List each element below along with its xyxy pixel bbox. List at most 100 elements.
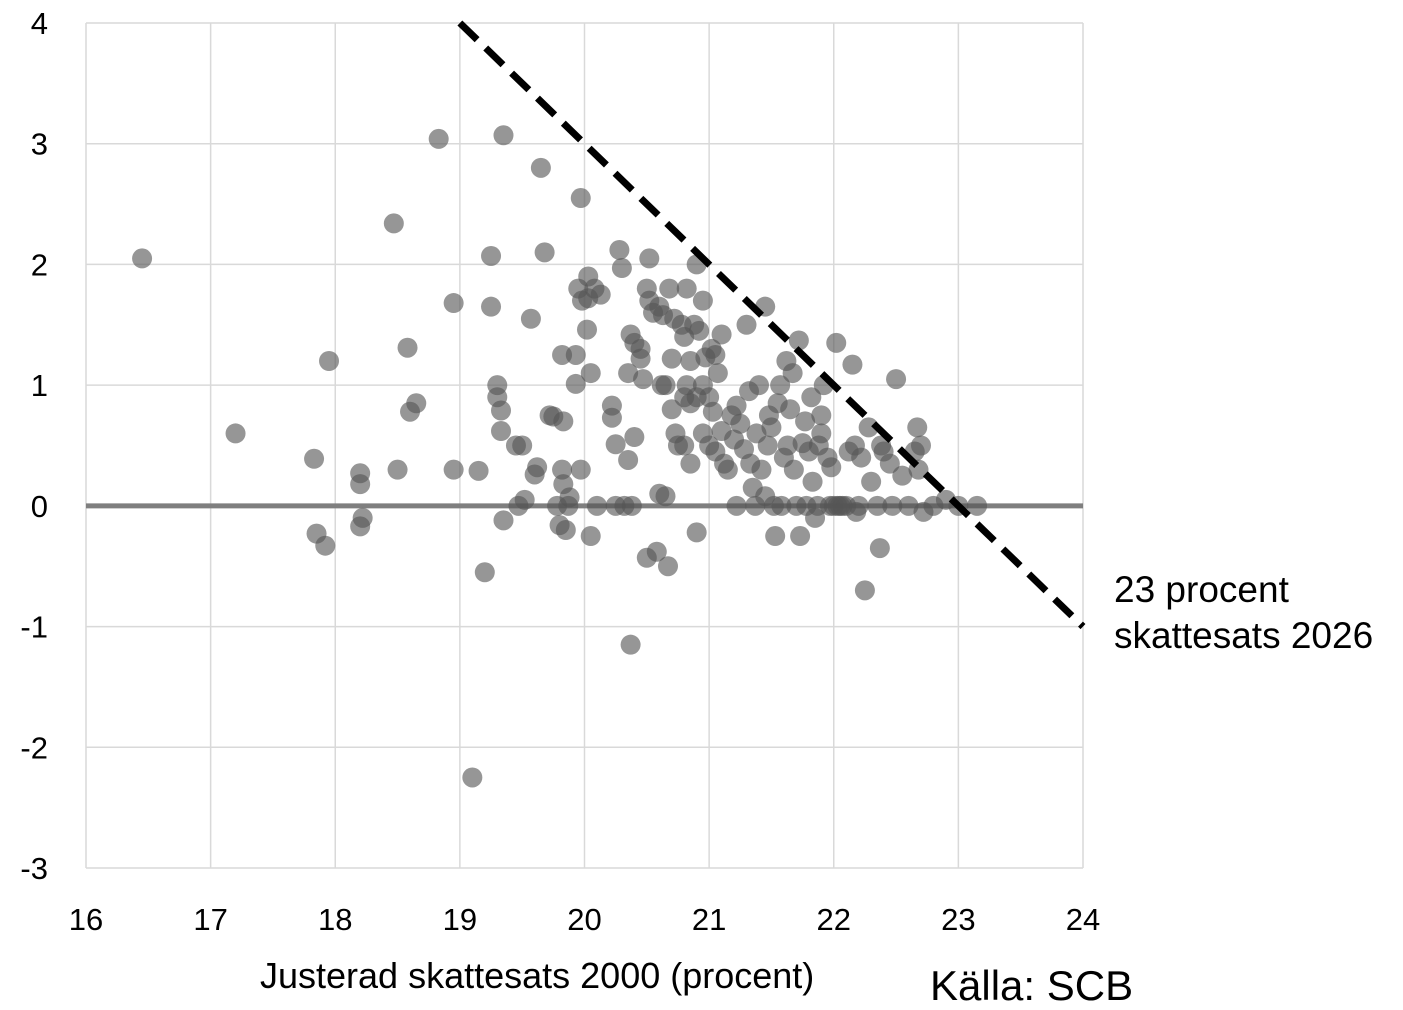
data-point (751, 459, 772, 480)
data-point (770, 375, 791, 396)
x-tick-label: 19 (443, 902, 477, 937)
data-point (782, 363, 803, 384)
data-point (861, 471, 882, 492)
data-point (570, 188, 591, 209)
data-point (315, 535, 336, 556)
y-tick-label: 3 (31, 127, 48, 162)
data-point (886, 369, 907, 390)
data-point (552, 344, 573, 365)
data-point (481, 245, 502, 266)
x-tick-label: 20 (567, 902, 601, 937)
data-point (788, 330, 809, 351)
data-point (605, 434, 626, 455)
data-point (618, 363, 639, 384)
data-point (726, 495, 747, 516)
data-point (748, 375, 769, 396)
data-point (676, 278, 697, 299)
data-point (580, 363, 601, 384)
data-point (646, 541, 667, 562)
data-point (790, 526, 811, 547)
data-point (910, 435, 931, 456)
y-axis-ticks: 4 3 2 1 0 -1 -2 -3 (20, 6, 48, 886)
data-point (674, 435, 695, 456)
reference-line-annotation: 23 procent skattesats 2026 (1114, 567, 1373, 659)
data-point (680, 351, 701, 371)
data-point (765, 526, 786, 547)
data-point (821, 457, 842, 478)
data-point (601, 407, 622, 428)
data-point (481, 296, 502, 317)
data-point (565, 344, 586, 365)
data-point (639, 248, 660, 269)
data-point (512, 435, 533, 456)
data-point (736, 314, 757, 335)
data-point (586, 495, 607, 516)
data-point (468, 460, 489, 481)
data-point (624, 427, 645, 448)
data-point (659, 278, 680, 299)
y-tick-label: -2 (20, 730, 48, 765)
data-point (707, 363, 728, 384)
data-point (534, 242, 555, 263)
data-point (689, 320, 710, 341)
data-point (406, 393, 427, 414)
data-point (620, 634, 641, 655)
annotation-line-2: skattesats 2026 (1114, 615, 1374, 656)
data-point (702, 401, 723, 422)
data-point (555, 520, 576, 540)
data-point (611, 258, 632, 279)
data-point (811, 423, 832, 444)
data-point (491, 421, 512, 442)
data-point (795, 411, 816, 432)
data-point (848, 495, 869, 516)
data-point (657, 556, 678, 577)
data-point (618, 449, 639, 470)
data-point (565, 373, 586, 394)
y-tick-label: 2 (31, 247, 48, 282)
data-point (630, 338, 651, 359)
source-note: Källa: SCB (930, 962, 1134, 1009)
data-point (576, 319, 597, 340)
data-point (730, 413, 751, 434)
data-point (462, 767, 483, 788)
x-tick-label: 23 (941, 902, 975, 937)
data-point (717, 459, 738, 480)
x-tick-label: 17 (193, 902, 227, 937)
data-point (621, 495, 642, 516)
data-point (826, 332, 847, 353)
data-point (686, 522, 707, 543)
data-point (757, 435, 778, 456)
data-point (520, 308, 541, 329)
data-point (711, 324, 732, 345)
data-point (570, 459, 591, 480)
data-point (350, 474, 371, 495)
data-point (655, 375, 676, 396)
data-point (350, 516, 371, 537)
data-point (527, 457, 548, 478)
data-point (780, 399, 801, 420)
x-axis-label: Justerad skattesats 2000 (procent) (260, 955, 815, 996)
data-point (661, 399, 682, 420)
data-point (132, 248, 153, 269)
y-tick-label: -3 (20, 851, 48, 886)
grid (85, 22, 1084, 869)
data-point (811, 405, 832, 426)
data-point (387, 459, 408, 480)
data-point (493, 510, 514, 531)
data-point (383, 213, 404, 234)
annotation-line-1: 23 procent (1114, 569, 1289, 610)
data-point (771, 495, 792, 516)
data-point (530, 157, 551, 178)
data-point (474, 562, 495, 583)
data-point (879, 453, 900, 474)
data-point (552, 459, 573, 480)
data-point (869, 538, 890, 559)
data-points (132, 125, 988, 788)
x-tick-label: 21 (692, 902, 726, 937)
x-tick-label: 18 (318, 902, 352, 937)
data-point (907, 417, 928, 438)
x-tick-label: 16 (69, 902, 103, 937)
data-point (304, 448, 325, 469)
x-tick-label: 22 (817, 902, 851, 937)
